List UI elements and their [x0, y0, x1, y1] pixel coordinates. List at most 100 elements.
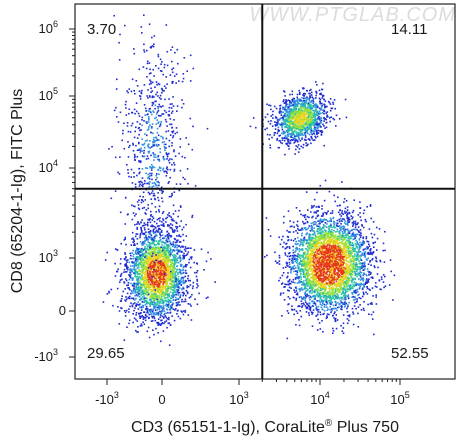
- density-dot: [303, 239, 306, 241]
- density-dot: [151, 260, 154, 262]
- density-dot: [136, 295, 139, 297]
- density-dot: [153, 298, 156, 300]
- density-dot: [330, 224, 332, 227]
- density-dot: [284, 283, 286, 286]
- density-dot: [160, 312, 163, 314]
- density-dot: [320, 252, 322, 255]
- density-dot: [156, 266, 159, 269]
- density-dot: [336, 235, 339, 238]
- density-dot: [152, 308, 154, 311]
- density-dot: [357, 226, 360, 228]
- density-dot: [363, 262, 366, 265]
- density-dot: [153, 228, 155, 230]
- density-dot: [173, 267, 175, 270]
- density-dot: [344, 281, 346, 283]
- density-dot: [140, 271, 143, 273]
- density-dot: [352, 228, 355, 231]
- density-dot: [142, 255, 144, 258]
- density-dot: [139, 232, 142, 235]
- density-dot: [295, 276, 298, 278]
- density-dot: [339, 283, 341, 286]
- density-dot: [290, 287, 292, 289]
- density-dot: [307, 255, 309, 257]
- density-dot: [354, 233, 356, 236]
- density-dot: [163, 275, 165, 278]
- density-dot: [178, 235, 180, 238]
- density-dot: [299, 273, 302, 276]
- density-dot: [323, 236, 325, 238]
- density-dot: [165, 308, 168, 310]
- density-dot: [295, 287, 298, 290]
- density-dot: [145, 305, 148, 308]
- density-dot: [177, 261, 180, 264]
- density-dot: [143, 252, 146, 255]
- density-dot: [305, 284, 307, 286]
- density-dot: [358, 293, 360, 296]
- density-dot: [172, 273, 174, 276]
- density-dot: [149, 270, 151, 273]
- density-dot: [311, 286, 313, 288]
- density-dot: [334, 265, 337, 268]
- density-dot: [153, 285, 155, 288]
- density-dot: [345, 283, 347, 285]
- density-dot: [173, 231, 175, 233]
- density-dot: [141, 290, 144, 293]
- density-dot: [162, 255, 165, 258]
- density-dot: [326, 267, 328, 269]
- density-dot: [138, 266, 140, 269]
- density-dot: [296, 232, 299, 234]
- density-dot: [317, 270, 320, 273]
- density-dot: [159, 324, 162, 326]
- density-dot: [303, 258, 306, 260]
- density-dot: [373, 265, 376, 267]
- density-dot: [324, 222, 327, 224]
- density-dot: [362, 287, 364, 289]
- density-dot: [365, 220, 367, 223]
- density-dot: [342, 322, 345, 325]
- density-dot: [192, 281, 195, 284]
- density-dot: [139, 315, 141, 318]
- density-dot: [180, 265, 182, 267]
- density-dot: [331, 231, 333, 233]
- density-dot: [278, 254, 281, 257]
- density-dot: [132, 321, 134, 324]
- density-dot: [161, 280, 164, 282]
- density-dot: [149, 301, 152, 303]
- density-dot: [163, 294, 165, 297]
- density-dot: [304, 269, 307, 271]
- density-dot: [360, 232, 362, 235]
- density-dot: [154, 293, 156, 296]
- density-dot: [169, 248, 172, 251]
- density-dot: [342, 332, 345, 334]
- density-dot: [129, 271, 131, 274]
- density-dot: [182, 280, 184, 283]
- density-dot: [330, 234, 332, 236]
- density-dot: [179, 272, 182, 275]
- density-dot: [162, 330, 165, 332]
- density-dot: [340, 251, 343, 254]
- density-dot: [363, 300, 365, 303]
- density-dot: [108, 290, 110, 293]
- density-dot: [165, 269, 168, 272]
- density-dot: [148, 249, 150, 251]
- density-dot: [147, 290, 149, 293]
- density-dot: [312, 283, 315, 286]
- density-dot: [334, 264, 336, 267]
- density-dot: [159, 255, 162, 258]
- density-dot: [156, 264, 158, 267]
- density-dot: [310, 296, 313, 299]
- density-dot: [295, 247, 297, 250]
- density-dot: [162, 260, 165, 262]
- density-dot: [321, 215, 324, 217]
- density-dot: [332, 330, 335, 332]
- density-dot: [336, 297, 339, 300]
- density-dot: [163, 263, 165, 265]
- density-dot: [166, 230, 168, 233]
- density-dot: [383, 261, 386, 263]
- density-dot: [341, 210, 343, 212]
- density-dot: [175, 291, 177, 294]
- density-dot: [172, 256, 175, 258]
- density-dot: [177, 288, 180, 290]
- density-dot: [171, 306, 173, 309]
- density-dot: [173, 250, 176, 252]
